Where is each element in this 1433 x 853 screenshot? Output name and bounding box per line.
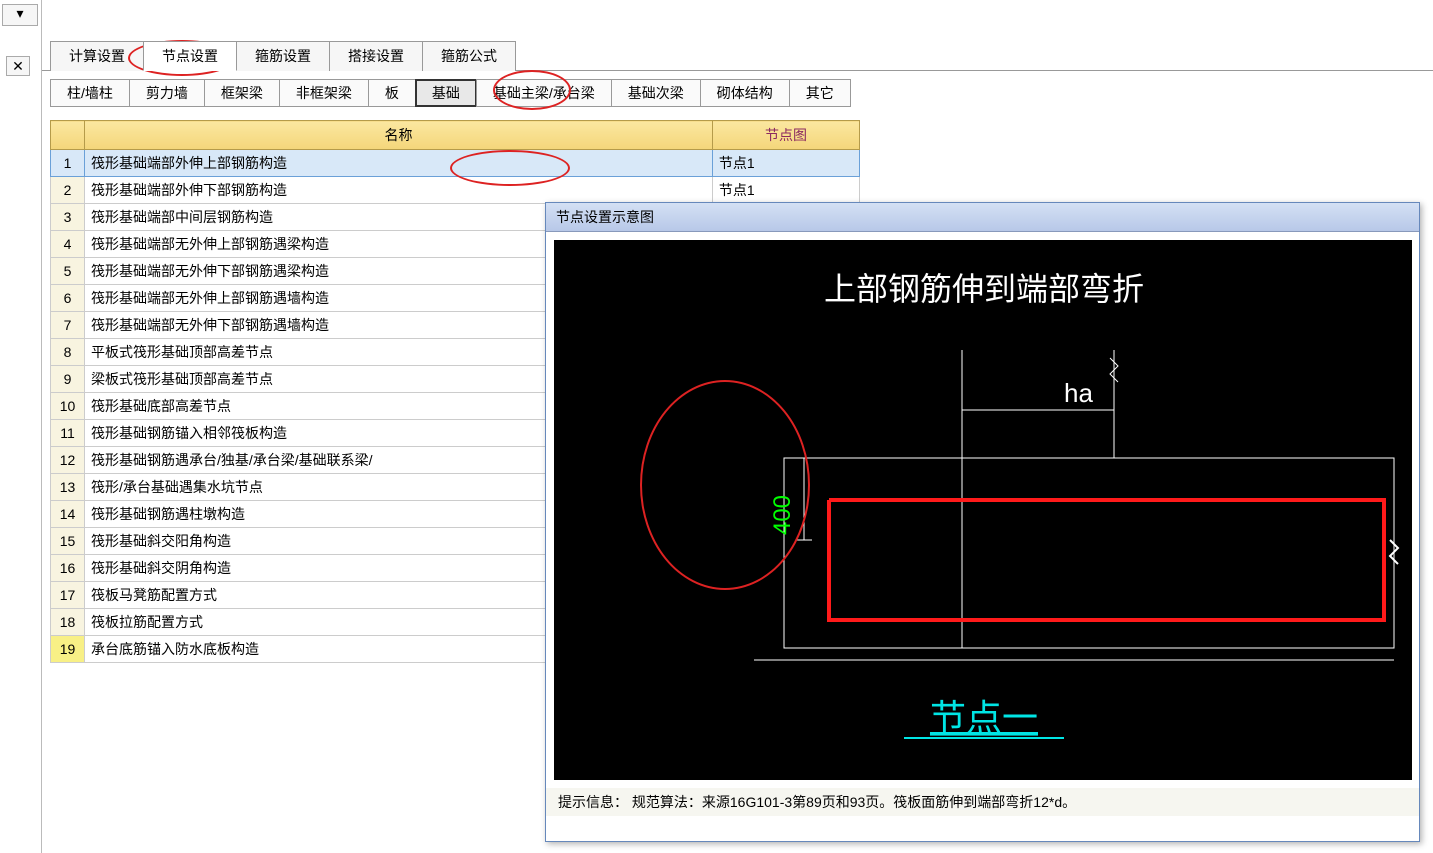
dropdown-toggle[interactable]: ▾ (2, 4, 38, 26)
name-column-header: 名称 (85, 121, 713, 150)
sub-tab[interactable]: 基础主梁/承台梁 (476, 79, 612, 107)
node-diagram-window: 节点设置示意图 上部钢筋伸到端部弯折 ha (545, 202, 1420, 842)
row-number: 9 (51, 366, 85, 393)
row-name-cell: 筏形基础端部外伸上部钢筋构造 (85, 150, 713, 177)
row-number: 13 (51, 474, 85, 501)
row-name-cell: 筏形基础端部外伸下部钢筋构造 (85, 177, 713, 204)
row-number: 1 (51, 150, 85, 177)
row-number: 4 (51, 231, 85, 258)
sub-tab[interactable]: 基础 (415, 79, 477, 107)
row-number: 2 (51, 177, 85, 204)
table-row[interactable]: 1筏形基础端部外伸上部钢筋构造节点1 (51, 150, 860, 177)
main-tab-bar: 计算设置节点设置箍筋设置搭接设置箍筋公式 (42, 0, 1433, 71)
sub-tab-bar: 柱/墙柱剪力墙框架梁非框架梁板基础基础主梁/承台梁基础次梁砌体结构其它 (42, 71, 1433, 111)
row-number: 19 (51, 636, 85, 663)
row-number: 8 (51, 339, 85, 366)
sub-tab[interactable]: 基础次梁 (611, 79, 701, 107)
row-number: 6 (51, 285, 85, 312)
row-number: 14 (51, 501, 85, 528)
row-number: 15 (51, 528, 85, 555)
node-diagram-column-header: 节点图 (712, 121, 859, 150)
sub-tab[interactable]: 砌体结构 (700, 79, 790, 107)
diagram-hint: 提示信息： 规范算法：来源16G101-3第89页和93页。筏板面筋伸到端部弯折… (546, 788, 1419, 816)
row-number: 11 (51, 420, 85, 447)
row-number: 5 (51, 258, 85, 285)
dim-400-label: 400 (769, 495, 796, 535)
node-label[interactable]: 节点一 (930, 697, 1038, 738)
row-number: 17 (51, 582, 85, 609)
main-tab[interactable]: 箍筋设置 (236, 41, 330, 71)
row-number: 18 (51, 609, 85, 636)
row-number-header (51, 121, 85, 150)
main-tab[interactable]: 计算设置 (50, 41, 144, 71)
table-row[interactable]: 2筏形基础端部外伸下部钢筋构造节点1 (51, 177, 860, 204)
row-number: 16 (51, 555, 85, 582)
main-tab[interactable]: 搭接设置 (329, 41, 423, 71)
diagram-heading: 上部钢筋伸到端部弯折 (824, 271, 1144, 307)
row-value-cell[interactable]: 节点1 (712, 150, 859, 177)
sub-tab[interactable]: 非框架梁 (279, 79, 369, 107)
diagram-canvas: 上部钢筋伸到端部弯折 ha 400 节点一 (554, 240, 1412, 780)
row-number: 10 (51, 393, 85, 420)
sub-tab[interactable]: 框架梁 (204, 79, 280, 107)
main-tab[interactable]: 节点设置 (143, 41, 237, 71)
close-panel-button[interactable]: ✕ (6, 56, 30, 76)
row-value-cell[interactable]: 节点1 (712, 177, 859, 204)
diagram-window-title: 节点设置示意图 (546, 203, 1419, 232)
dim-ha-label: ha (1064, 378, 1093, 408)
sub-tab[interactable]: 其它 (789, 79, 851, 107)
hint-prefix: 提示信息： (558, 794, 628, 810)
sub-tab[interactable]: 柱/墙柱 (50, 79, 130, 107)
row-number: 3 (51, 204, 85, 231)
sub-tab[interactable]: 板 (368, 79, 416, 107)
sub-tab[interactable]: 剪力墙 (129, 79, 205, 107)
row-number: 7 (51, 312, 85, 339)
hint-text: 规范算法：来源16G101-3第89页和93页。筏板面筋伸到端部弯折12*d。 (632, 794, 1076, 810)
row-number: 12 (51, 447, 85, 474)
main-tab[interactable]: 箍筋公式 (422, 41, 516, 71)
